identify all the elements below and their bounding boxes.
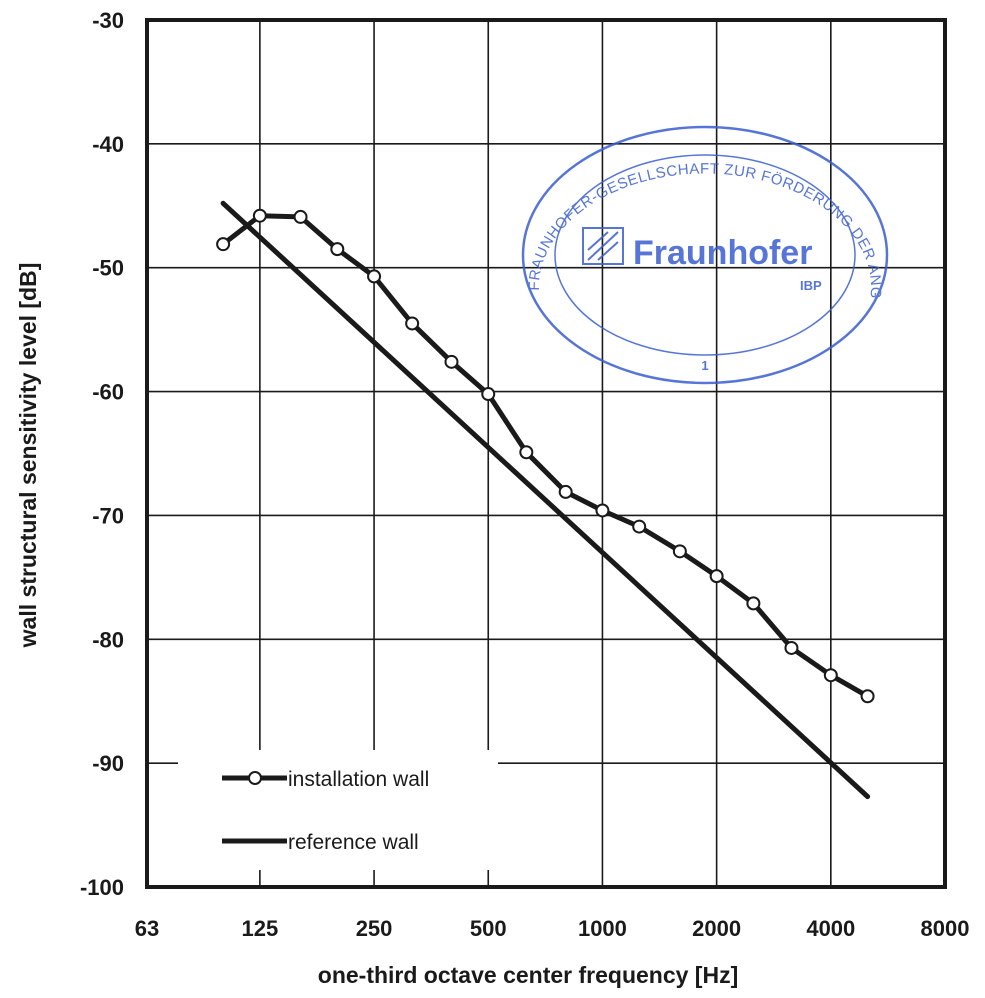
data-point <box>709 569 724 584</box>
data-point <box>444 354 459 369</box>
data-point <box>672 544 687 559</box>
x-tick-label: 4000 <box>806 916 855 941</box>
legend-label: installation wall <box>288 768 429 791</box>
x-tick-label: 1000 <box>578 916 627 941</box>
y-tick-label: -90 <box>92 751 124 776</box>
stamp-number: 1 <box>701 358 708 373</box>
legend-marker <box>248 771 262 785</box>
series-line-installation-wall <box>220 213 871 699</box>
data-point <box>481 387 496 402</box>
x-tick-label: 8000 <box>921 916 970 941</box>
data-point <box>252 208 267 223</box>
x-tick-label: 63 <box>135 916 159 941</box>
legend: installation wall reference wall <box>178 750 498 870</box>
data-point <box>519 445 534 460</box>
data-point <box>558 484 573 499</box>
x-tick-label: 250 <box>356 916 393 941</box>
legend-background <box>178 750 498 870</box>
series-layer <box>216 200 875 800</box>
data-point <box>293 209 308 224</box>
data-point <box>405 316 420 331</box>
x-tick-label: 125 <box>242 916 279 941</box>
y-tick-label: -100 <box>80 875 124 900</box>
fraunhofer-logo-icon <box>582 227 624 265</box>
plot-frame <box>145 18 947 889</box>
fraunhofer-stamp: FRAUNHOFER-GESELLSCHAFT ZUR FÖRDERUNG DE… <box>0 0 889 385</box>
x-tick-label: 500 <box>470 916 507 941</box>
data-point <box>860 689 875 704</box>
stamp-brand: Fraunhofer <box>633 234 812 272</box>
y-tick-label: -50 <box>92 256 124 281</box>
x-tick-label: 2000 <box>692 916 741 941</box>
data-point <box>632 519 647 534</box>
y-tick-label: -80 <box>92 627 124 652</box>
series-line-reference-wall <box>220 200 871 800</box>
data-point <box>216 237 231 252</box>
stamp-institute: IBP <box>800 278 822 293</box>
y-tick-label: -70 <box>92 503 124 528</box>
data-point <box>595 503 610 518</box>
legend-label: reference wall <box>288 831 419 854</box>
x-axis-title: one-third octave center frequency [Hz] <box>318 962 738 988</box>
y-tick-label: -40 <box>92 132 124 157</box>
data-point <box>746 596 761 611</box>
x-tick-labels: 63 125 250 500 1000 2000 4000 8000 <box>135 916 970 941</box>
data-point <box>784 640 799 655</box>
data-point <box>823 668 838 683</box>
y-tick-label: -30 <box>92 8 124 33</box>
y-axis-title: wall structural sensitivity level [dB] <box>15 263 41 649</box>
y-tick-label: -60 <box>92 380 124 405</box>
y-tick-labels: -30 -40 -50 -60 -70 -80 -90 -100 <box>80 8 124 900</box>
data-point <box>367 269 382 284</box>
data-point <box>330 242 345 257</box>
